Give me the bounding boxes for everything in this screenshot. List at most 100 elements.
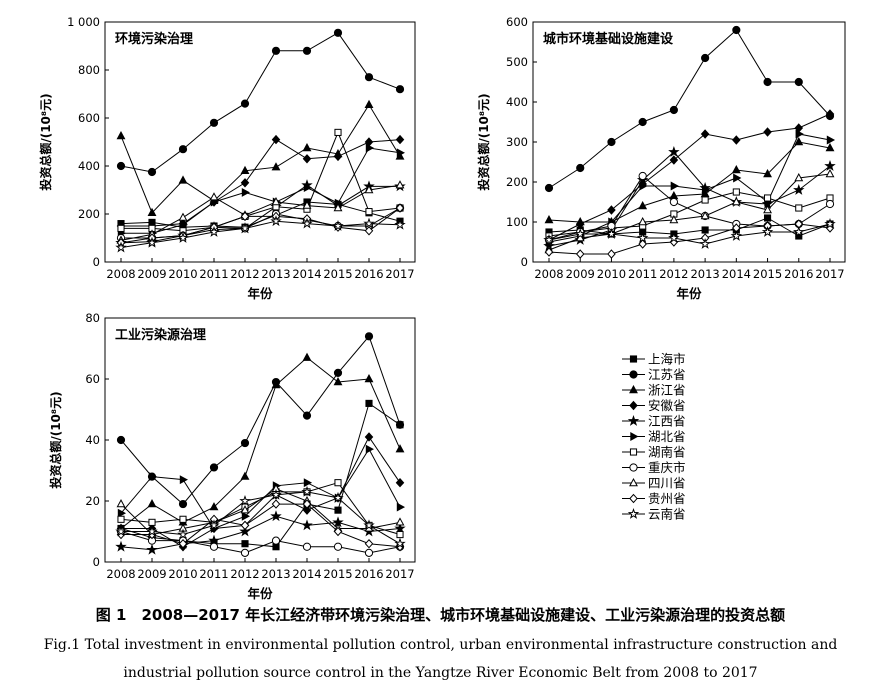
data-point bbox=[302, 505, 312, 515]
y-tick-label: 300 bbox=[506, 135, 528, 149]
data-point bbox=[302, 352, 312, 361]
data-point bbox=[700, 129, 710, 139]
data-point bbox=[271, 46, 281, 55]
series-line bbox=[120, 201, 401, 228]
series-2 bbox=[116, 28, 405, 177]
x-tick-label: 2015 bbox=[323, 267, 352, 281]
data-point bbox=[208, 519, 220, 531]
data-point bbox=[365, 143, 375, 153]
series-line bbox=[120, 335, 401, 505]
y-tick-label: 100 bbox=[506, 215, 528, 229]
data-point bbox=[669, 105, 678, 115]
series-3 bbox=[544, 136, 835, 226]
x-axis-label: 年份 bbox=[247, 286, 273, 301]
chart-title: 环境污染治理 bbox=[115, 31, 193, 47]
legend-item: 云南省 bbox=[622, 507, 686, 522]
data-point bbox=[701, 185, 711, 195]
series-line bbox=[121, 131, 401, 232]
data-point bbox=[638, 216, 648, 226]
x-tick-label: 2012 bbox=[659, 267, 688, 281]
y-tick-label: 20 bbox=[85, 494, 100, 508]
legend-item: 重庆市 bbox=[622, 460, 686, 475]
data-point bbox=[395, 420, 405, 429]
x-tick-label: 2012 bbox=[230, 267, 259, 281]
series-6 bbox=[117, 444, 406, 533]
legend-item: 浙江省 bbox=[622, 383, 686, 398]
legend-label: 江西省 bbox=[648, 414, 686, 429]
legend-item: 江西省 bbox=[622, 414, 686, 429]
data-point bbox=[241, 187, 251, 197]
y-tick-label: 200 bbox=[506, 175, 528, 189]
x-tick-label: 2008 bbox=[534, 267, 563, 281]
series-3 bbox=[116, 352, 405, 532]
series-line bbox=[120, 356, 401, 529]
x-tick-label: 2011 bbox=[199, 267, 228, 281]
data-point bbox=[793, 183, 805, 195]
y-tick-label: 400 bbox=[506, 95, 528, 109]
series-line bbox=[548, 223, 831, 255]
data-point bbox=[239, 222, 251, 234]
data-point bbox=[334, 479, 342, 487]
x-tick-label: 2013 bbox=[690, 267, 719, 281]
legend-item: 四川省 bbox=[622, 476, 686, 491]
data-point bbox=[117, 224, 125, 232]
data-point bbox=[825, 142, 835, 152]
data-point bbox=[333, 368, 343, 377]
data-point bbox=[240, 505, 250, 514]
data-point bbox=[147, 207, 157, 216]
data-point bbox=[394, 218, 406, 230]
data-point bbox=[732, 25, 741, 35]
data-point bbox=[825, 109, 835, 119]
data-point bbox=[732, 135, 741, 145]
series-line bbox=[120, 184, 400, 244]
data-point bbox=[333, 526, 343, 537]
x-tick-label: 2016 bbox=[784, 267, 813, 281]
data-point bbox=[795, 129, 804, 139]
data-point bbox=[669, 214, 679, 224]
y-tick-label: 0 bbox=[93, 255, 100, 269]
data-point bbox=[271, 196, 281, 206]
data-point bbox=[302, 411, 312, 420]
x-tick-label: 2014 bbox=[292, 567, 321, 581]
data-point bbox=[303, 183, 313, 193]
data-point bbox=[761, 225, 774, 237]
data-point bbox=[178, 175, 188, 184]
data-point bbox=[302, 142, 312, 152]
data-point bbox=[179, 515, 187, 523]
legend-label: 江苏省 bbox=[648, 367, 686, 382]
series-line bbox=[548, 113, 831, 241]
data-point bbox=[179, 220, 189, 230]
y-axis-label: 投资总额/(10⁸元) bbox=[476, 93, 491, 190]
y-tick-label: 400 bbox=[78, 159, 100, 173]
x-tick-label: 2014 bbox=[292, 267, 321, 281]
y-tick-label: 200 bbox=[78, 207, 100, 221]
series-line bbox=[548, 223, 831, 245]
data-point bbox=[394, 537, 406, 549]
series-line bbox=[120, 482, 401, 535]
data-point bbox=[574, 227, 586, 239]
data-point bbox=[763, 194, 772, 202]
x-tick-label: 2008 bbox=[106, 267, 135, 281]
legend-marker bbox=[629, 400, 638, 411]
legend-marker bbox=[630, 432, 639, 441]
series-line bbox=[548, 191, 831, 237]
series-line bbox=[121, 147, 401, 234]
data-point bbox=[395, 517, 405, 526]
data-point bbox=[117, 515, 125, 523]
legend-marker bbox=[629, 370, 638, 379]
series-11 bbox=[115, 215, 406, 253]
data-point bbox=[301, 485, 313, 497]
x-tick-label: 2009 bbox=[137, 267, 166, 281]
series-5 bbox=[115, 510, 406, 555]
data-point bbox=[240, 520, 250, 531]
y-tick-label: 1 000 bbox=[67, 15, 100, 29]
chart-title: 城市环境基础设施建设 bbox=[543, 31, 674, 47]
data-point bbox=[271, 162, 281, 171]
data-point bbox=[240, 438, 250, 448]
data-point bbox=[638, 200, 648, 210]
data-point bbox=[730, 229, 743, 241]
series-4 bbox=[544, 109, 835, 245]
data-point bbox=[364, 548, 374, 557]
